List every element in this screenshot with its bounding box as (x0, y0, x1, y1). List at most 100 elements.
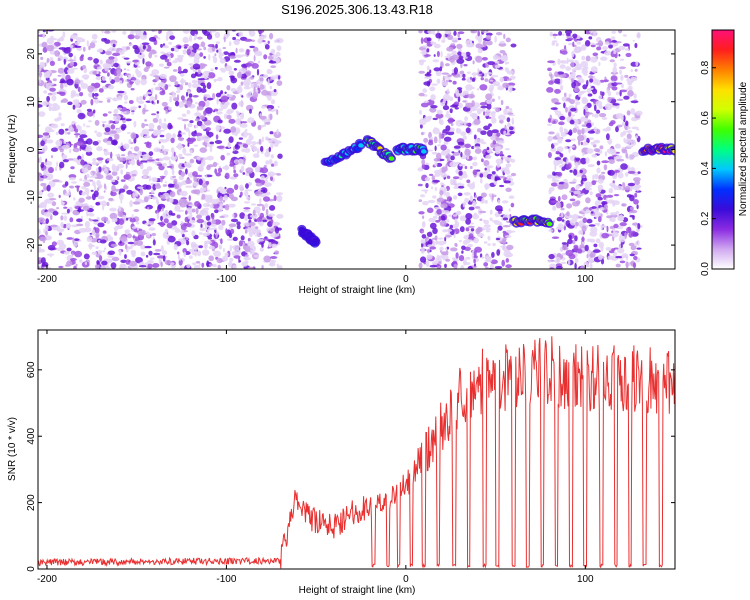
noise-speckle (575, 104, 578, 108)
noise-speckle (70, 67, 79, 70)
noise-speckle (198, 165, 204, 172)
noise-speckle (40, 140, 45, 147)
noise-speckle (240, 165, 245, 172)
noise-speckle (134, 78, 141, 86)
noise-speckle (637, 240, 640, 246)
noise-speckle (178, 137, 184, 142)
noise-speckle (234, 184, 239, 191)
noise-speckle (251, 63, 259, 69)
noise-speckle (241, 54, 247, 57)
noise-speckle (138, 96, 144, 101)
colorbar-label: Normalized spectral amplitude (738, 81, 749, 216)
noise-speckle (421, 49, 427, 55)
noise-speckle (578, 92, 582, 98)
noise-speckle (269, 85, 273, 90)
noise-speckle (58, 112, 62, 117)
noise-speckle (636, 32, 641, 39)
noise-speckle (169, 96, 173, 103)
noise-speckle (630, 245, 637, 251)
noise-speckle (478, 210, 487, 214)
noise-speckle (96, 180, 101, 187)
noise-speckle (588, 137, 594, 141)
noise-speckle (572, 213, 579, 221)
noise-speckle (130, 158, 135, 166)
noise-speckle (119, 235, 128, 242)
noise-speckle (624, 186, 631, 191)
noise-speckle (445, 125, 451, 132)
noise-speckle (474, 194, 478, 199)
noise-speckle (209, 141, 215, 145)
noise-speckle (170, 147, 175, 154)
noise-speckle (580, 157, 587, 165)
noise-speckle (67, 132, 71, 135)
noise-speckle (457, 48, 462, 52)
noise-speckle (463, 122, 467, 127)
noise-speckle (118, 193, 124, 201)
noise-speckle (187, 82, 192, 88)
noise-speckle (489, 79, 494, 82)
noise-speckle (262, 74, 269, 78)
noise-speckle (196, 218, 205, 224)
noise-speckle (108, 47, 117, 52)
noise-speckle (185, 222, 192, 228)
noise-speckle (588, 75, 594, 79)
noise-speckle (433, 54, 436, 57)
noise-speckle (220, 238, 223, 245)
noise-speckle (426, 207, 434, 214)
noise-speckle (73, 133, 81, 136)
noise-speckle (264, 151, 271, 158)
noise-speckle (457, 31, 465, 35)
noise-speckle (574, 225, 578, 229)
noise-speckle (614, 143, 621, 149)
noise-speckle (634, 42, 638, 49)
noise-speckle (87, 165, 92, 171)
noise-speckle (159, 90, 166, 96)
noise-speckle (240, 73, 248, 79)
noise-speckle (191, 83, 200, 89)
noise-speckle (264, 179, 268, 183)
noise-speckle (137, 52, 145, 59)
noise-speckle (455, 211, 460, 215)
noise-speckle (81, 185, 87, 190)
noise-speckle (629, 206, 634, 211)
noise-speckle (248, 221, 256, 227)
noise-speckle (46, 184, 51, 192)
noise-speckle (568, 42, 574, 46)
noise-speckle (211, 213, 215, 220)
noise-speckle (569, 99, 575, 105)
noise-speckle (159, 30, 162, 34)
noise-speckle (109, 236, 114, 242)
noise-speckle (261, 205, 266, 212)
noise-speckle (565, 66, 572, 71)
noise-speckle (628, 153, 635, 161)
noise-speckle (270, 154, 275, 159)
noise-speckle (160, 43, 163, 48)
noise-speckle (257, 221, 263, 225)
noise-speckle (467, 243, 473, 248)
noise-speckle (113, 231, 118, 236)
noise-speckle (195, 261, 201, 264)
noise-speckle (580, 116, 586, 122)
noise-speckle (69, 217, 74, 223)
noise-speckle (92, 219, 99, 222)
noise-speckle (229, 244, 232, 252)
noise-speckle (125, 61, 132, 64)
noise-speckle (466, 43, 474, 48)
noise-speckle (128, 153, 136, 160)
noise-speckle (557, 58, 561, 65)
noise-speckle (484, 167, 487, 171)
noise-speckle (83, 123, 86, 127)
noise-speckle (239, 123, 248, 128)
noise-speckle (116, 224, 124, 229)
noise-speckle (132, 192, 136, 199)
noise-speckle (38, 228, 41, 236)
noise-speckle (573, 86, 580, 93)
noise-speckle (159, 157, 164, 162)
noise-speckle (505, 169, 511, 175)
noise-speckle (483, 241, 488, 244)
noise-speckle (584, 114, 590, 117)
noise-speckle (99, 239, 107, 244)
noise-speckle (566, 211, 570, 217)
noise-speckle (73, 55, 77, 62)
